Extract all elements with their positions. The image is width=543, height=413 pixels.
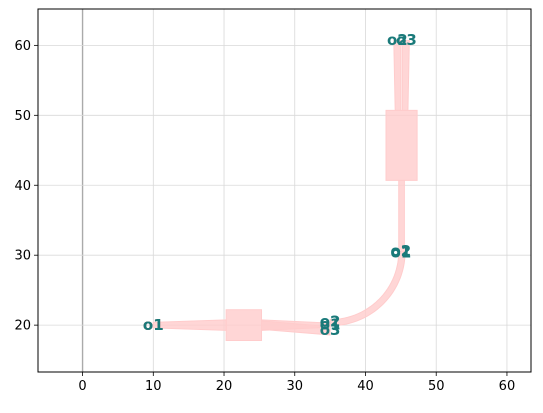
x-tick-label: 0: [78, 379, 86, 394]
y-tick-label: 60: [14, 39, 31, 54]
port-label: o3: [320, 321, 341, 339]
port-label: o2: [390, 242, 411, 260]
taper-component: [261, 320, 331, 336]
port-label: o1: [143, 316, 164, 334]
ticks-layer: 0 10 20 30 40 50 60 20 30 40 50 60: [14, 39, 515, 394]
bend-component: [329, 251, 406, 327]
x-tick-label: 40: [357, 379, 374, 394]
x-tick-label: 20: [216, 379, 233, 394]
taper-component: [401, 39, 410, 111]
mmi-component: [225, 309, 263, 342]
x-tick-label: 10: [145, 379, 162, 394]
x-tick-label: 50: [428, 379, 445, 394]
grid-layer: [38, 9, 531, 372]
taper-component: [398, 179, 405, 253]
components-layer: [152, 39, 418, 342]
port-label: o2: [320, 313, 341, 331]
x-tick-label: 30: [286, 379, 303, 394]
port-label: o2: [387, 31, 408, 49]
port-label: o1: [320, 315, 341, 333]
y-tick-label: 50: [14, 109, 31, 124]
taper-component: [393, 39, 402, 111]
axes-frame: [37, 8, 532, 373]
taper-component: [152, 319, 227, 331]
x-tick-label: 60: [499, 379, 516, 394]
y-tick-label: 40: [14, 179, 31, 194]
port-label: o1: [390, 243, 411, 261]
y-tick-label: 20: [14, 319, 31, 334]
mmi-component: [385, 109, 418, 181]
port-label: o3: [396, 31, 417, 49]
port-label: o1: [143, 316, 164, 334]
y-tick-label: 30: [14, 249, 31, 264]
